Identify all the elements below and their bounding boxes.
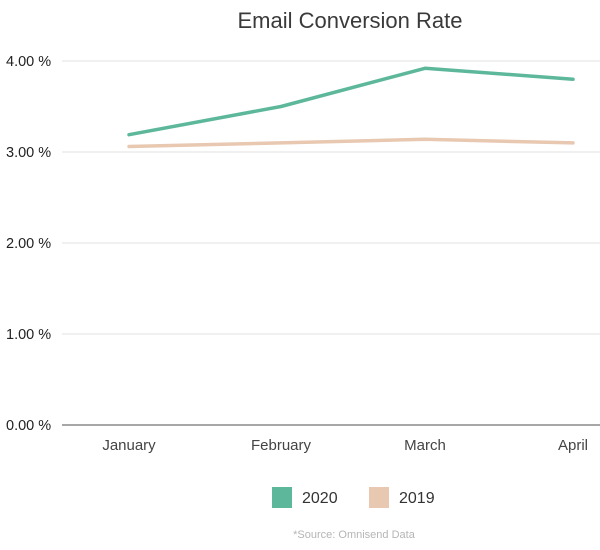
series-line-2019 [127,137,575,149]
x-tick-label: February [251,437,312,454]
y-tick-label: 3.00 % [6,145,51,161]
gridlines [62,60,600,426]
x-tick-label: April [558,437,588,454]
y-tick-label: 2.00 % [6,236,51,252]
series-line-2020 [127,66,575,137]
x-tick-label: March [404,437,446,454]
chart-title: Email Conversion Rate [238,8,463,33]
y-tick-label: 1.00 % [6,327,51,343]
legend: 2020 2019 [272,487,435,508]
source-note: *Source: Omnisend Data [293,529,416,541]
legend-label-2019: 2019 [399,490,435,507]
y-axis-ticks: 0.00 % 1.00 % 2.00 % 3.00 % 4.00 % [6,54,51,434]
series-lines [127,66,575,149]
legend-label-2020: 2020 [302,490,338,507]
x-tick-label: January [102,437,156,454]
y-tick-label: 0.00 % [6,418,51,434]
legend-swatch-2019 [369,487,389,508]
x-axis-ticks: January February March April [102,437,588,454]
legend-swatch-2020 [272,487,292,508]
y-tick-label: 4.00 % [6,54,51,70]
